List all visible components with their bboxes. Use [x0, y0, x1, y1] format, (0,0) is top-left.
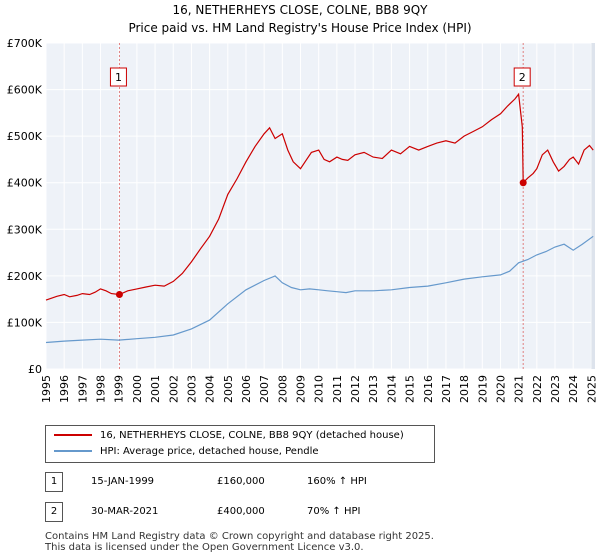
legend-item-property: 16, NETHERHEYS CLOSE, COLNE, BB8 9QY (de… — [54, 429, 404, 443]
x-tick-label: 1998 — [95, 375, 108, 403]
future-band — [591, 43, 595, 369]
series-line — [45, 235, 594, 344]
chart-title: 16, NETHERHEYS CLOSE, COLNE, BB8 9QY — [172, 3, 428, 17]
y-tick-label: £400K — [7, 177, 43, 190]
x-tick-label: 2001 — [149, 375, 162, 403]
x-tick-label: 2023 — [549, 375, 562, 403]
x-tick-label: 2007 — [258, 375, 271, 403]
price-chart: 1 2 £0 £100K £200K £300K £400K £500K £600K £700K… — [7, 37, 599, 403]
x-tick-label: 2020 — [494, 375, 507, 403]
sale-point — [519, 179, 527, 187]
footer: Contains HM Land Registry data © Crown c… — [45, 531, 434, 553]
legend-swatch-red — [54, 434, 92, 436]
sale-point — [115, 290, 123, 298]
x-tick-label: 2021 — [513, 375, 526, 403]
series-line — [45, 92, 594, 301]
y-tick-label: £300K — [7, 223, 43, 236]
chart-subtitle: Price paid vs. HM Land Registry's House … — [128, 21, 472, 35]
x-tick-label: 2019 — [476, 375, 489, 403]
transaction-number: 1 — [45, 472, 63, 492]
chart-legend: 16, NETHERHEYS CLOSE, COLNE, BB8 9QY (de… — [45, 425, 435, 463]
x-tick-label: 1995 — [40, 375, 53, 403]
x-tick-label: 2017 — [440, 375, 453, 403]
x-tick-label: 2004 — [204, 375, 217, 403]
x-tick-label: 2009 — [295, 375, 308, 403]
sale-marker-label: 1 — [115, 71, 122, 84]
transaction-date: 15-JAN-1999 — [91, 476, 155, 487]
x-tick-label: 2016 — [422, 375, 435, 403]
y-tick-label: £500K — [7, 130, 43, 143]
x-tick-label: 2003 — [185, 375, 198, 403]
y-tick-label: £600K — [7, 84, 43, 97]
y-tick-label: £200K — [7, 270, 43, 283]
x-tick-label: 2014 — [385, 375, 398, 403]
legend-label-property: 16, NETHERHEYS CLOSE, COLNE, BB8 9QY (de… — [100, 430, 404, 441]
x-tick-label: 2022 — [531, 375, 544, 403]
footer-line: Contains HM Land Registry data © Crown c… — [45, 531, 434, 542]
x-tick-label: 1996 — [58, 375, 71, 403]
footer-line: This data is licensed under the Open Gov… — [45, 542, 364, 553]
y-tick-label: £700K — [7, 37, 43, 50]
x-tick-label: 2000 — [131, 375, 144, 403]
legend-item-hpi: HPI: Average price, detached house, Pend… — [54, 445, 319, 459]
x-tick-label: 2010 — [313, 375, 326, 403]
x-tick-label: 2006 — [240, 375, 253, 403]
x-tick-label: 2008 — [276, 375, 289, 403]
legend-swatch-blue — [54, 450, 92, 452]
transaction-price: £160,000 — [217, 476, 265, 487]
transaction-price: £400,000 — [217, 506, 265, 517]
x-tick-label: 1999 — [113, 375, 126, 403]
x-tick-label: 2025 — [585, 375, 598, 403]
y-tick-label: £100K — [7, 316, 43, 329]
sale-marker-box — [513, 67, 531, 87]
legend-label-hpi: HPI: Average price, detached house, Pend… — [100, 446, 319, 457]
x-tick-label: 2018 — [458, 375, 471, 403]
x-tick-label: 2012 — [349, 375, 362, 403]
transaction-hpi: 160% ↑ HPI — [307, 476, 367, 487]
x-tick-label: 2024 — [567, 375, 580, 403]
plot-background — [46, 43, 595, 369]
x-tick-label: 1997 — [76, 375, 89, 403]
x-tick-label: 2013 — [367, 375, 380, 403]
sale-marker-label: 2 — [519, 71, 526, 84]
x-tick-label: 2005 — [222, 375, 235, 403]
transaction-number: 2 — [45, 502, 63, 522]
sale-marker-box — [109, 67, 127, 87]
transaction-date: 30-MAR-2021 — [91, 506, 159, 517]
x-tick-label: 2002 — [167, 375, 180, 403]
x-tick-label: 2015 — [404, 375, 417, 403]
x-tick-label: 2011 — [331, 375, 344, 403]
y-tick-label: £0 — [28, 363, 42, 376]
transaction-hpi: 70% ↑ HPI — [307, 506, 361, 517]
